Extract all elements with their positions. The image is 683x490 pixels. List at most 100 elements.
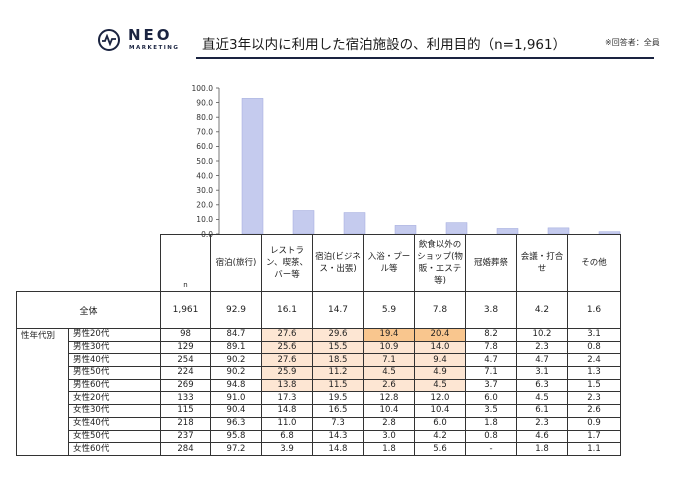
row-value: 1.7 xyxy=(567,429,621,444)
row-label: 女性30代 xyxy=(68,404,161,418)
row-label: 女性20代 xyxy=(68,391,161,406)
row-value: 90.4 xyxy=(210,404,262,418)
respondent-note: ※回答者：全員 xyxy=(605,38,660,47)
bar xyxy=(292,210,315,235)
total-value: 1.6 xyxy=(567,291,621,329)
row-value: 2.3 xyxy=(516,416,568,431)
logo-subtext: MARKETING xyxy=(129,45,180,51)
row-value: 2.3 xyxy=(516,340,568,355)
row-value: 4.7 xyxy=(516,353,568,368)
column-header: 冠婚葬祭 xyxy=(465,234,517,292)
row-value: 14.8 xyxy=(312,442,364,456)
row-value: 7.8 xyxy=(465,340,517,355)
row-value: 0.8 xyxy=(567,340,621,355)
row-value: 4.7 xyxy=(465,353,517,368)
row-value: 2.8 xyxy=(363,416,415,431)
table-row: 女性30代 115 90.4 14.8 16.5 10.4 10.4 3.5 6.1 2.6 xyxy=(17,404,621,418)
row-value: 14.0 xyxy=(414,340,466,355)
table-row: 女性50代 237 95.8 6.8 14.3 3.0 4.2 0.8 4.6 1.7 xyxy=(17,429,621,444)
row-value: 10.4 xyxy=(363,404,415,418)
row-value: 3.0 xyxy=(363,429,415,444)
neo-marketing-logo: NEO MARKETING xyxy=(98,26,190,56)
row-value: 13.8 xyxy=(261,378,313,393)
y-tick-label: 30.0 xyxy=(196,186,213,195)
row-value: 0.9 xyxy=(567,416,621,431)
row-value: 1.1 xyxy=(567,442,621,456)
total-label: 全体 xyxy=(16,291,161,329)
row-value: 12.0 xyxy=(414,391,466,406)
row-label: 男性50代 xyxy=(68,366,161,380)
row-n: 284 xyxy=(160,442,211,456)
row-value: 2.6 xyxy=(567,404,621,418)
row-value: 90.2 xyxy=(210,366,262,380)
row-value: 2.6 xyxy=(363,378,415,393)
column-header: 入浴・プール等 xyxy=(363,234,415,292)
row-value: 89.1 xyxy=(210,340,262,355)
row-value: 25.6 xyxy=(261,340,313,355)
row-value: 2.4 xyxy=(567,353,621,368)
row-value: 2.3 xyxy=(567,391,621,406)
row-value: 1.8 xyxy=(465,416,517,431)
chart-title: 直近3年以内に利用した宿泊施設の、利用目的（n=1,961） xyxy=(202,37,567,53)
bar xyxy=(547,227,570,235)
table-row: 男性30代 129 89.1 25.6 15.5 10.9 14.0 7.8 2.3 0.8 xyxy=(17,340,621,355)
row-value: 27.6 xyxy=(261,328,313,342)
row-value: 4.9 xyxy=(414,366,466,380)
bar xyxy=(496,228,519,235)
total-value: 16.1 xyxy=(261,291,313,329)
row-value: 4.2 xyxy=(414,429,466,444)
row-value: 3.1 xyxy=(516,366,568,380)
row-label: 女性50代 xyxy=(68,429,161,444)
row-value: 8.2 xyxy=(465,328,517,342)
row-value: 3.7 xyxy=(465,378,517,393)
row-value: 7.1 xyxy=(363,353,415,368)
y-tick-label: 70.0 xyxy=(196,128,213,137)
row-value: 95.8 xyxy=(210,429,262,444)
row-value: 1.8 xyxy=(363,442,415,456)
row-value: 29.6 xyxy=(312,328,364,342)
row-value: 18.5 xyxy=(312,353,364,368)
row-value: 4.5 xyxy=(363,366,415,380)
corner-blank xyxy=(17,235,161,292)
table-row: 女性20代 133 91.0 17.3 19.5 12.8 12.0 6.0 4.5 2.3 xyxy=(17,391,621,406)
row-value: 27.6 xyxy=(261,353,313,368)
total-value: 4.2 xyxy=(516,291,568,329)
row-value: 17.3 xyxy=(261,391,313,406)
bar xyxy=(241,98,264,235)
row-label: 男性40代 xyxy=(68,353,161,368)
row-value: 10.2 xyxy=(516,328,568,342)
row-value: 15.5 xyxy=(312,340,364,355)
row-n: 218 xyxy=(160,416,211,431)
row-value: 6.8 xyxy=(261,429,313,444)
row-value: 25.9 xyxy=(261,366,313,380)
row-label: 男性20代 xyxy=(68,328,161,342)
row-value: 3.1 xyxy=(567,328,621,342)
column-header: レストラン、喫茶、バー等 xyxy=(261,234,313,292)
y-tick-label: 100.0 xyxy=(192,84,214,93)
row-value: 19.5 xyxy=(312,391,364,406)
row-value: 10.9 xyxy=(363,340,415,355)
row-label: 男性30代 xyxy=(68,340,161,355)
row-value: 11.5 xyxy=(312,378,364,393)
row-value: 9.4 xyxy=(414,353,466,368)
row-value: - xyxy=(465,442,517,456)
y-tick-label: 40.0 xyxy=(196,171,213,180)
y-tick-label: 90.0 xyxy=(196,98,213,107)
column-header: 宿泊(ビジネス・出張) xyxy=(312,234,364,292)
row-label: 女性60代 xyxy=(68,442,161,456)
row-value: 6.1 xyxy=(516,404,568,418)
table-row: 男性60代 269 94.8 13.8 11.5 2.6 4.5 3.7 6.3 1.5 xyxy=(17,378,621,393)
bar xyxy=(343,212,366,235)
row-n: 115 xyxy=(160,404,211,418)
row-value: 97.2 xyxy=(210,442,262,456)
column-header: 会議・打合せ xyxy=(516,234,568,292)
row-value: 1.5 xyxy=(567,378,621,393)
bar xyxy=(445,222,468,235)
row-n: 269 xyxy=(160,378,211,393)
bar xyxy=(394,225,417,235)
row-value: 11.0 xyxy=(261,416,313,431)
row-value: 3.9 xyxy=(261,442,313,456)
table-row: 女性40代 218 96.3 11.0 7.3 2.8 6.0 1.8 2.3 0.9 xyxy=(17,416,621,431)
results-table: n 宿泊(旅行) レストラン、喫茶、バー等 宿泊(ビジネス・出張) 入浴・プール等 飲食以… xyxy=(16,234,621,456)
